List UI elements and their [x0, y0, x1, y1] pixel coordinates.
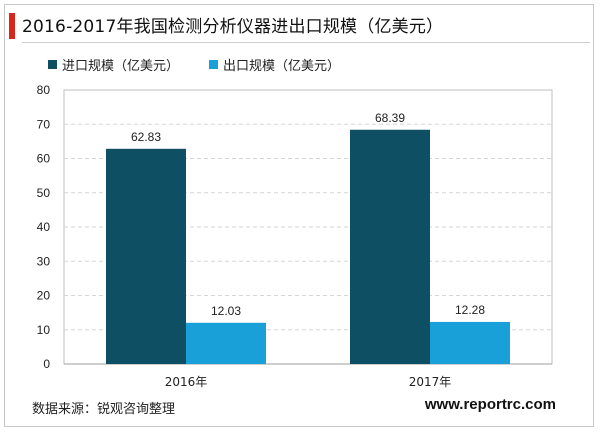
- y-tick-label: 40: [37, 220, 51, 234]
- x-category-label: 2016年: [165, 375, 208, 389]
- y-tick-label: 70: [37, 117, 51, 131]
- x-category-label: 2017年: [409, 375, 452, 389]
- title-divider: [22, 42, 590, 43]
- y-tick-label: 30: [37, 254, 51, 268]
- source-note: 数据来源：锐观咨询整理: [32, 402, 176, 417]
- y-tick-label: 0: [43, 357, 50, 371]
- bar-import: [106, 148, 186, 364]
- y-tick-label: 80: [37, 83, 51, 97]
- chart-title: 2016-2017年我国检测分析仪器进出口规模（亿美元）: [22, 17, 444, 37]
- data-label: 12.03: [211, 304, 241, 318]
- legend-label-import: 进口规模（亿美元）: [62, 58, 180, 74]
- chart-legend: 进口规模（亿美元） 出口规模（亿美元）: [48, 55, 340, 74]
- bar-import: [350, 129, 430, 364]
- data-label: 12.28: [455, 303, 485, 317]
- bar-export: [186, 322, 266, 364]
- y-tick-label: 20: [37, 289, 51, 303]
- y-tick-label: 50: [37, 186, 51, 200]
- website-watermark: www.reportrc.com: [424, 396, 556, 413]
- y-tick-label: 10: [37, 323, 51, 337]
- legend-label-export: 出口规模（亿美元）: [223, 58, 341, 74]
- bar-export: [430, 321, 510, 364]
- data-label: 62.83: [131, 130, 161, 144]
- data-label: 68.39: [375, 111, 405, 125]
- legend-item-import: 进口规模（亿美元）: [48, 55, 179, 74]
- y-tick-label: 60: [37, 152, 51, 166]
- legend-swatch-export: [209, 59, 219, 69]
- legend-swatch-import: [48, 59, 57, 69]
- title-accent-bar: [9, 13, 15, 39]
- legend-item-export: 出口规模（亿美元）: [209, 55, 340, 74]
